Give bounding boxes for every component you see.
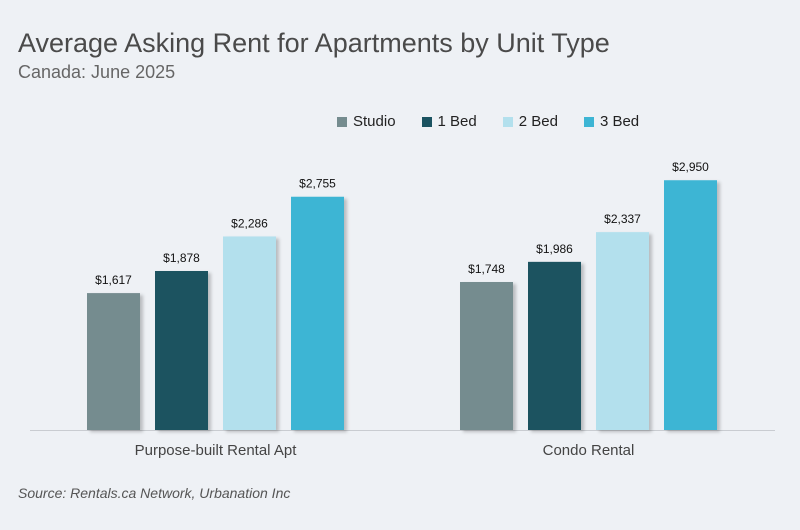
legend-label-1-bed: 1 Bed (437, 113, 477, 130)
legend-label-studio: Studio (353, 113, 396, 130)
legend-swatch-studio (337, 116, 347, 127)
data-label-purpose-built-rental-apt-3-bed: $2,755 (299, 177, 336, 191)
bar-condo-rental-1-bed (528, 261, 581, 430)
source-note: Source: Rentals.ca Network, Urbanation I… (18, 485, 291, 501)
legend-label-3-bed: 3 Bed (599, 113, 640, 130)
data-label-purpose-built-rental-apt-2-bed: $2,286 (231, 216, 268, 230)
data-label-condo-rental-studio: $1,748 (468, 262, 505, 276)
bar-purpose-built-rental-apt-2-bed (223, 236, 276, 430)
legend-item-studio: Studio (337, 113, 396, 130)
legend-item-3-bed: 3 Bed (583, 113, 640, 130)
legend-swatch-3-bed (583, 116, 594, 127)
data-label-purpose-built-rental-apt-1-bed: $1,878 (163, 251, 200, 265)
legend-swatch-1-bed (421, 116, 432, 127)
legend-swatch-2-bed (502, 116, 513, 127)
legend-label-2-bed: 2 Bed (518, 113, 558, 130)
bar-purpose-built-rental-apt-studio (87, 293, 140, 430)
chart-title: Average Asking Rent for Apartments by Un… (18, 28, 610, 58)
category-label-purpose-built-rental-apt: Purpose-built Rental Apt (135, 442, 298, 459)
data-label-purpose-built-rental-apt-studio: $1,617 (95, 273, 132, 287)
data-label-condo-rental-3-bed: $2,950 (672, 160, 709, 174)
bar-condo-rental-2-bed (596, 232, 649, 430)
category-label-condo-rental: Condo Rental (543, 442, 635, 459)
bar-purpose-built-rental-apt-3-bed (291, 196, 344, 430)
chart-subtitle: Canada: June 2025 (18, 62, 176, 82)
bar-purpose-built-rental-apt-1-bed (155, 270, 208, 430)
chart-legend: Studio 1 Bed 2 Bed 3 Bed (337, 113, 639, 130)
legend-item-1-bed: 1 Bed (421, 113, 477, 130)
legend-item-2-bed: 2 Bed (502, 113, 558, 130)
bar-condo-rental-studio (460, 282, 513, 430)
data-label-condo-rental-1-bed: $1,986 (536, 242, 573, 256)
bar-condo-rental-3-bed (664, 180, 717, 430)
data-label-condo-rental-2-bed: $2,337 (604, 212, 641, 226)
